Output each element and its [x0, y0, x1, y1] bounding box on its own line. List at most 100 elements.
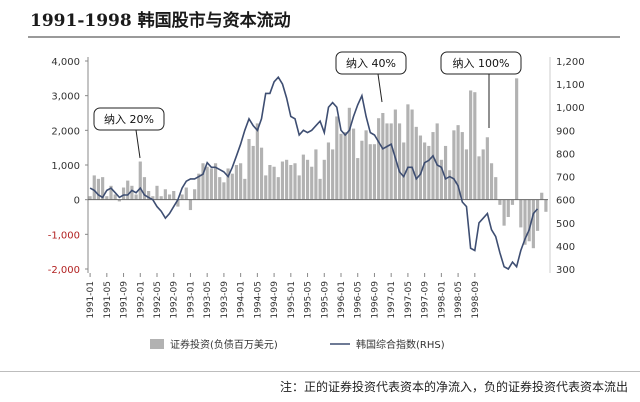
bar — [276, 177, 280, 200]
bar — [377, 118, 381, 200]
bar — [347, 107, 351, 200]
bar — [188, 199, 193, 211]
bar — [222, 182, 226, 200]
bar — [184, 187, 188, 200]
x-tick-label: 1998-05 — [454, 281, 464, 319]
bar — [519, 199, 523, 228]
right-tick-label: 700 — [556, 173, 575, 184]
x-tick-label: 1994-09 — [270, 281, 280, 319]
bar — [506, 199, 510, 217]
annotation-label: 纳入 20% — [104, 113, 154, 126]
annotation-pointer — [135, 129, 141, 159]
left-tick-label: -2,000 — [48, 265, 80, 276]
bar — [410, 109, 414, 200]
x-tick-label: 1994-05 — [253, 281, 263, 319]
x-tick-label: 1998-09 — [471, 281, 481, 319]
bar — [356, 158, 360, 200]
x-tick-label: 1998-01 — [437, 281, 447, 319]
bar — [452, 130, 456, 200]
bar — [368, 144, 372, 200]
legend-bar-label: 证券投资(负债百万美元) — [170, 338, 278, 351]
bar — [117, 199, 121, 202]
annotation-box — [93, 107, 165, 131]
bar — [331, 149, 335, 200]
bar — [431, 132, 435, 200]
right-tick-label: 300 — [556, 265, 575, 276]
bar — [364, 130, 368, 200]
x-tick-label: 1996-05 — [354, 281, 364, 319]
bar — [230, 173, 234, 200]
bar — [544, 199, 548, 212]
x-tick-label: 1991-05 — [103, 281, 113, 319]
bar — [456, 125, 460, 200]
bar — [213, 163, 218, 200]
annotation-label: 纳入 40% — [346, 57, 396, 70]
legend-line-label: 韩国综合指数(RHS) — [356, 338, 445, 351]
x-tick-label: 1996-09 — [370, 281, 380, 319]
chart-title: 1991-1998 韩国股市与资本流动 — [30, 11, 291, 31]
bar — [205, 166, 209, 200]
left-tick-label: 0 — [74, 196, 80, 207]
bar — [109, 185, 113, 200]
x-tick-label: 1993-01 — [186, 281, 196, 319]
bar — [193, 189, 197, 200]
bar — [172, 191, 176, 200]
x-tick-label: 1993-05 — [203, 281, 213, 319]
bar — [280, 161, 285, 200]
x-tick-label: 1995-01 — [287, 281, 297, 319]
x-tick-label: 1993-09 — [220, 281, 230, 319]
bar — [314, 149, 318, 200]
right-tick-label: 1,000 — [556, 103, 585, 114]
left-tick-label: -1,000 — [48, 230, 80, 241]
bar — [510, 199, 515, 205]
bar — [527, 199, 531, 242]
bar — [130, 185, 134, 200]
bar — [326, 142, 331, 200]
right-tick-label: 1,200 — [556, 57, 585, 68]
bar — [318, 178, 322, 200]
bar — [481, 149, 485, 200]
bar — [285, 159, 289, 200]
bar — [121, 187, 126, 200]
x-tick-label: 1995-09 — [320, 281, 330, 319]
bar — [239, 163, 243, 200]
bar — [142, 177, 147, 200]
bar — [180, 194, 184, 200]
bar — [134, 194, 138, 200]
bar — [289, 165, 293, 200]
bar — [427, 145, 431, 200]
annotation-box — [440, 51, 522, 75]
x-tick-label: 1992-01 — [136, 281, 146, 319]
bar — [418, 135, 423, 200]
right-tick-label: 900 — [556, 126, 575, 137]
annotation-pointer — [377, 73, 383, 103]
bar — [101, 177, 105, 200]
footnote-divider — [0, 371, 640, 372]
bar — [402, 142, 406, 200]
footnote: 注：正的证券投资代表资本的净流入，负的证券投资代表资本流出 — [279, 380, 628, 394]
bar — [268, 165, 272, 200]
bar — [406, 104, 410, 200]
bar — [360, 140, 364, 200]
bar — [201, 163, 205, 200]
bar — [381, 113, 385, 200]
bar — [498, 199, 502, 205]
x-tick-label: 1991-01 — [86, 281, 96, 319]
right-tick-label: 600 — [556, 196, 575, 207]
bar — [243, 178, 247, 200]
bar — [259, 147, 264, 200]
left-tick-label: 2,000 — [51, 126, 80, 137]
annotation-label: 纳入 100% — [453, 57, 510, 70]
bar — [523, 199, 527, 245]
bar — [464, 149, 469, 200]
annotation-box — [335, 51, 407, 75]
left-tick-label: 3,000 — [51, 92, 80, 103]
bar — [372, 144, 377, 200]
bar — [155, 185, 159, 200]
bar — [126, 180, 130, 200]
bar — [218, 177, 222, 200]
x-tick-label: 1991-09 — [120, 281, 130, 319]
bar — [247, 139, 251, 200]
bar — [264, 175, 268, 200]
bar — [197, 173, 201, 200]
